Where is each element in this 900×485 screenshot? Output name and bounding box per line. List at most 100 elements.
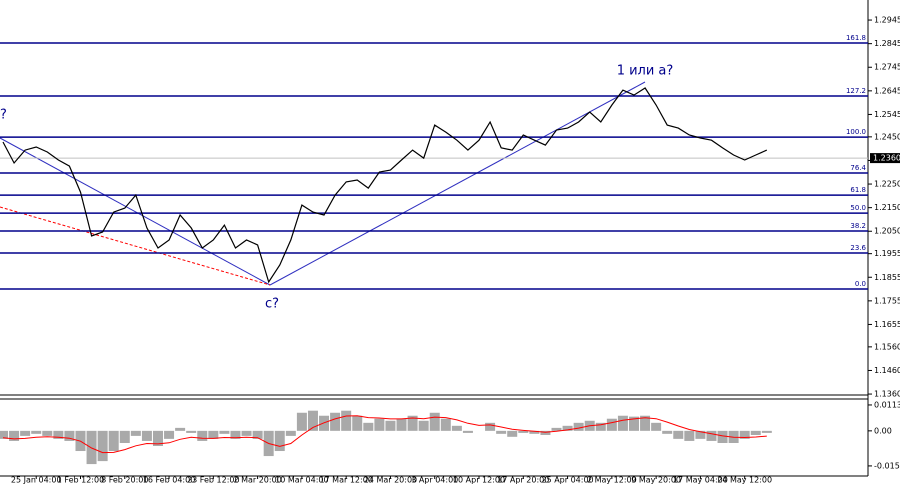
x-tick-label: 3 Apr 04:00 <box>411 476 458 485</box>
histogram-bar <box>462 430 473 433</box>
y-tick-label: 1.2150 <box>874 203 900 212</box>
x-tick-label: 17 Mar 12:00 <box>319 476 372 485</box>
histogram-bar <box>595 422 606 431</box>
x-tick-label: 1 Feb 12:00 <box>57 476 104 485</box>
histogram-bar <box>274 430 285 452</box>
histogram-bar <box>97 430 108 462</box>
y-tick-label: 1.1460 <box>874 366 900 375</box>
histogram-bar <box>706 430 717 441</box>
y-tick-label: 1.1655 <box>874 320 900 329</box>
histogram-bar <box>197 430 208 441</box>
y-tick-label: 1.1755 <box>874 296 900 305</box>
histogram-bar <box>296 412 307 431</box>
histogram-bar <box>562 425 573 431</box>
y-tick-label: 0.0113 <box>874 400 900 409</box>
wave-line <box>269 81 646 286</box>
x-tick-label: 2 May 12:00 <box>587 476 637 485</box>
y-tick-label: 0.00 <box>874 426 892 435</box>
fib-level-label: 23.6 <box>850 244 866 252</box>
x-tick-label: 25 Jan 04:00 <box>11 476 62 485</box>
histogram-bar <box>717 430 728 443</box>
y-tick-label: 1.2545 <box>874 110 900 119</box>
histogram-bar <box>108 430 119 452</box>
signal-line <box>2 415 767 454</box>
current-price-label: 1.2360 <box>873 154 900 163</box>
histogram-bar <box>141 430 152 441</box>
fib-level-label: 50.0 <box>850 204 866 212</box>
histogram-bar <box>739 430 750 439</box>
histogram-bar <box>507 430 518 437</box>
histogram-bar <box>53 430 64 439</box>
histogram-bar <box>551 427 562 431</box>
histogram-bar <box>0 430 8 439</box>
histogram-bar <box>9 430 20 441</box>
histogram-bar <box>651 422 662 431</box>
y-tick-label: 1.2250 <box>874 180 900 189</box>
fib-level-label: 76.4 <box>850 164 866 172</box>
current-price-box <box>870 153 900 164</box>
histogram-bar <box>208 430 219 439</box>
histogram-bar <box>363 422 374 431</box>
histogram-bar <box>352 415 363 431</box>
histogram-bar <box>307 410 318 431</box>
fib-level-label: 38.2 <box>850 222 866 230</box>
histogram-bar <box>152 430 163 446</box>
y-tick-label: 1.2645 <box>874 86 900 95</box>
y-tick-label: 1.1955 <box>874 249 900 258</box>
histogram-bar <box>374 418 385 431</box>
fib-level-label: 61.8 <box>850 186 866 194</box>
histogram-bar <box>617 415 628 431</box>
histogram-bar <box>684 430 695 441</box>
x-tick-label: 9 May 20:00 <box>631 476 681 485</box>
histogram-bar <box>252 430 263 439</box>
fib-level-label: 161.8 <box>846 34 866 42</box>
y-tick-label: 1.2845 <box>874 39 900 48</box>
y-tick-label: -0.0153 <box>874 461 900 470</box>
histogram-bar <box>518 430 529 433</box>
price-line <box>2 87 768 284</box>
fib-level-label: 100.0 <box>846 128 866 136</box>
histogram-bar <box>64 430 75 441</box>
histogram-bar <box>130 430 141 436</box>
histogram-bar <box>396 418 407 431</box>
histogram-bar <box>573 422 584 431</box>
histogram-bar <box>761 430 772 433</box>
histogram-bar <box>662 430 673 434</box>
x-tick-label: 24 Mar 20:00 <box>364 476 417 485</box>
histogram-bar <box>628 416 639 431</box>
histogram-bar <box>540 430 551 435</box>
histogram-bar <box>750 430 761 435</box>
histogram-bar <box>42 430 53 436</box>
histogram-bar <box>341 410 352 431</box>
wave-label: ? <box>0 108 7 123</box>
histogram-bar <box>20 430 31 436</box>
histogram-bar <box>496 430 507 434</box>
histogram-bar <box>606 418 617 431</box>
histogram-bar <box>418 420 429 431</box>
histogram-bar <box>219 430 230 434</box>
x-tick-label: 25 Apr 04:00 <box>541 476 593 485</box>
histogram-bar <box>31 430 42 434</box>
x-tick-label: 10 Mar 04:00 <box>275 476 328 485</box>
histogram-bar <box>429 412 440 431</box>
histogram-bar <box>485 422 496 431</box>
histogram-bar <box>285 430 296 436</box>
histogram-bar <box>119 430 130 443</box>
histogram-bar <box>241 430 252 436</box>
y-tick-label: 1.1560 <box>874 342 900 351</box>
x-tick-label: 16 Feb 04:00 <box>143 476 195 485</box>
histogram-bar <box>164 430 175 439</box>
y-tick-label: 1.1855 <box>874 273 900 282</box>
histogram-bar <box>385 420 396 431</box>
x-tick-label: 17 Apr 20:00 <box>497 476 549 485</box>
histogram-bar <box>330 412 341 431</box>
y-tick-label: 1.1360 <box>874 390 900 399</box>
y-tick-label: 1.2050 <box>874 227 900 236</box>
y-tick-label: 1.2745 <box>874 63 900 72</box>
x-tick-label: 23 Feb 12:00 <box>187 476 239 485</box>
histogram-bar <box>175 427 186 431</box>
wave-line <box>0 137 271 286</box>
